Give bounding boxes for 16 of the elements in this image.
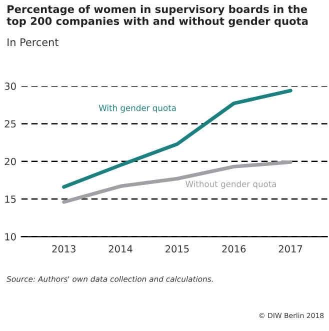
chart-title: Percentage of women in supervisory boards in the top 200 companies with and without gender quota xyxy=(6,4,308,28)
y-tick-label: 25 xyxy=(4,120,16,128)
line-series xyxy=(62,160,292,204)
series-label: Without gender quota xyxy=(186,180,276,189)
x-tick-label: 2014 xyxy=(108,245,132,253)
x-tick-label: 2016 xyxy=(222,245,246,253)
y-tick-label: 15 xyxy=(5,196,16,203)
y-tick-label: 20 xyxy=(4,158,16,166)
chart-subtitle: In Percent xyxy=(8,38,58,46)
line-series xyxy=(62,88,292,189)
x-tick-label: 2017 xyxy=(278,245,302,253)
x-tick-label: 2015 xyxy=(166,245,189,253)
y-tick-label: 30 xyxy=(4,82,16,90)
y-tick-label: 10 xyxy=(5,233,16,240)
text: With gender quota xyxy=(98,104,176,113)
x-tick-label: 2013 xyxy=(52,245,76,253)
